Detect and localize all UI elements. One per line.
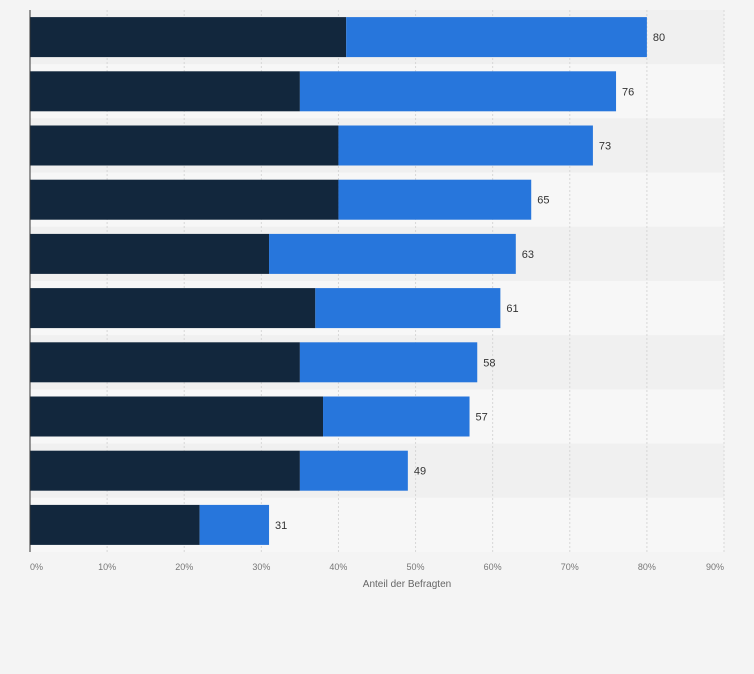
- x-tick-label: 10%: [98, 562, 116, 572]
- x-tick-label: 20%: [175, 562, 193, 572]
- series_1-bar: [30, 71, 300, 112]
- series_1-bar: [30, 450, 300, 491]
- total-value-label: 58: [483, 357, 495, 369]
- x-tick-label: 30%: [252, 562, 270, 572]
- series_1-bar: [30, 233, 270, 274]
- series_2-bar: [338, 179, 532, 220]
- x-tick-label: 60%: [484, 562, 502, 572]
- total-value-label: 49: [414, 466, 426, 478]
- x-tick-label: 40%: [329, 562, 347, 572]
- series_1-bar: [30, 17, 347, 58]
- x-tick-label: 90%: [706, 562, 724, 572]
- series_1-bar: [30, 396, 324, 437]
- total-value-label: 63: [522, 249, 534, 261]
- series_2-bar: [299, 342, 478, 383]
- series_2-bar: [299, 450, 408, 491]
- x-tick-label: 80%: [638, 562, 656, 572]
- series_2-bar: [299, 71, 617, 112]
- x-tick-label: 0%: [30, 562, 43, 572]
- x-tick-label: 50%: [407, 562, 425, 572]
- x-tick-label: 70%: [561, 562, 579, 572]
- total-value-label: 80: [653, 32, 665, 44]
- total-value-label: 65: [537, 195, 549, 207]
- total-value-label: 31: [275, 520, 287, 532]
- bars: [30, 17, 647, 545]
- series_1-bar: [30, 504, 200, 545]
- total-value-label: 76: [622, 86, 634, 98]
- series_2-bar: [338, 125, 593, 166]
- total-value-label: 61: [506, 303, 518, 315]
- series_1-bar: [30, 342, 300, 383]
- series_1-bar: [30, 179, 339, 220]
- total-value-label: 73: [599, 141, 611, 153]
- series_2-bar: [199, 504, 270, 545]
- series_1-bar: [30, 288, 316, 329]
- x-axis-title: Anteil der Befragten: [363, 579, 451, 590]
- x-axis-ticks: 0% 10% 20% 30% 40% 50% 60% 70% 80% 90%: [30, 562, 724, 572]
- total-value-label: 57: [476, 412, 488, 424]
- series_1-bar: [30, 125, 339, 166]
- series_2-bar: [323, 396, 470, 437]
- series_2-bar: [269, 233, 516, 274]
- series_2-bar: [346, 17, 647, 58]
- series_2-bar: [315, 288, 501, 329]
- total-labels: 80 76 73 65 63 61 58 57 49 31: [275, 32, 665, 532]
